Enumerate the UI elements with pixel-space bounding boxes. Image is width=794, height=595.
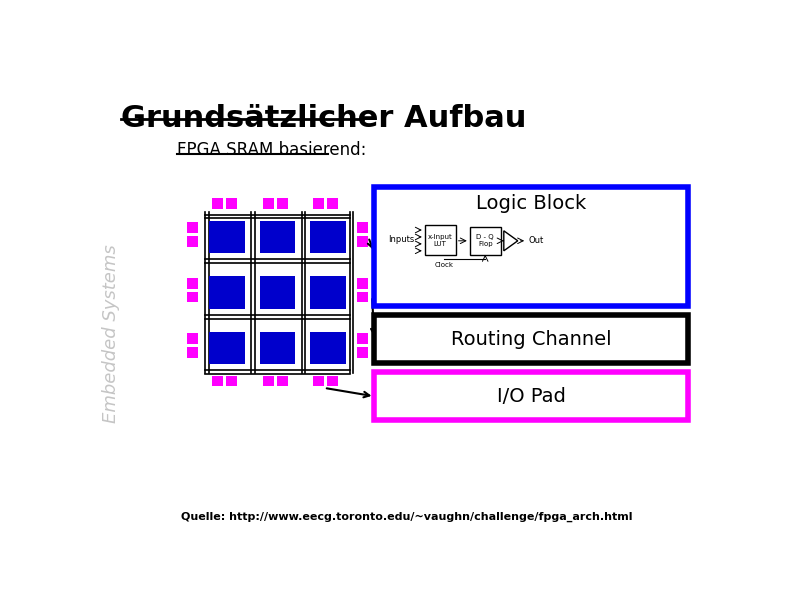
Bar [357, 347, 368, 358]
Text: Out: Out [529, 236, 544, 245]
Bar [327, 375, 338, 386]
Bar [375, 372, 688, 420]
Bar [226, 375, 237, 386]
Bar [375, 187, 688, 306]
Text: Grundsätzlicher Aufbau: Grundsätzlicher Aufbau [121, 104, 526, 133]
Bar [357, 292, 368, 302]
Text: FPGA SRAM basierend:: FPGA SRAM basierend: [177, 140, 366, 159]
Bar [425, 226, 456, 255]
Bar [260, 276, 295, 309]
Bar [357, 333, 368, 344]
Bar [213, 375, 223, 386]
Bar [357, 223, 368, 233]
Bar [327, 199, 338, 209]
Text: Routing Channel: Routing Channel [451, 330, 611, 349]
Text: x-Input
LUT: x-Input LUT [428, 233, 453, 246]
Text: Embedded Systems: Embedded Systems [102, 244, 120, 422]
Text: Quelle: http://www.eecg.toronto.edu/~vaughn/challenge/fpga_arch.html: Quelle: http://www.eecg.toronto.edu/~vau… [181, 511, 633, 522]
Text: Logic Block: Logic Block [476, 195, 587, 214]
Text: I/O Pad: I/O Pad [497, 387, 566, 406]
Text: Inputs: Inputs [388, 235, 414, 244]
Bar [310, 221, 345, 253]
Bar [263, 199, 274, 209]
Bar [187, 292, 198, 302]
Bar [210, 221, 245, 253]
Bar [260, 221, 295, 253]
Bar [263, 375, 274, 386]
Bar [187, 333, 198, 344]
Bar [187, 223, 198, 233]
Bar [187, 236, 198, 247]
Bar [187, 278, 198, 289]
Bar [313, 199, 324, 209]
Bar [213, 199, 223, 209]
Bar [310, 331, 345, 364]
Bar [313, 375, 324, 386]
Bar [210, 276, 245, 309]
Bar [277, 199, 287, 209]
Bar [357, 236, 368, 247]
Bar [226, 199, 237, 209]
Bar [375, 315, 688, 363]
Bar [187, 347, 198, 358]
Bar [357, 278, 368, 289]
Text: D - Q
Flop: D - Q Flop [476, 234, 494, 248]
Bar [260, 331, 295, 364]
Polygon shape [504, 231, 518, 251]
Bar [310, 276, 345, 309]
Bar [210, 331, 245, 364]
Bar [277, 375, 287, 386]
Text: Clock: Clock [434, 262, 453, 268]
Bar [470, 227, 501, 255]
